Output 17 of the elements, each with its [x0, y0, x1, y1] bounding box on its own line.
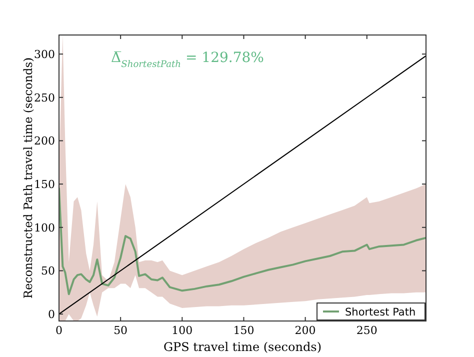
y-tick-label: 300: [34, 48, 55, 62]
y-tick-label: 150: [34, 178, 55, 192]
y-tick-label: 100: [34, 221, 55, 234]
y-tick-label: 50: [41, 264, 55, 278]
x-tick-label: 200: [294, 324, 316, 337]
x-tick-label: 250: [356, 324, 378, 337]
y-axis-title: Reconstructed Path travel time (seconds): [21, 57, 35, 299]
x-tick-label: 150: [233, 324, 254, 337]
x-axis-title: GPS travel time (seconds): [163, 340, 322, 354]
x-tick-label: 100: [172, 324, 193, 337]
annotation: Δ̅$_{ShortestPath}$ = 129.78%: [111, 50, 264, 70]
y-tick-label: 0: [48, 308, 55, 322]
line-series: [59, 187, 426, 296]
y-tick-label: 250: [34, 91, 55, 104]
x-tick-label: 50: [114, 324, 128, 337]
y-tick-label: 200: [34, 134, 55, 148]
legend-label: Shortest Path: [345, 306, 416, 318]
